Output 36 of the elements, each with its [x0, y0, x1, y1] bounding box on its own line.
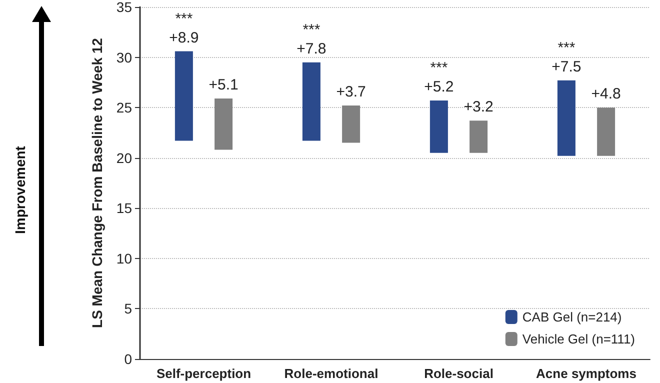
x-tick-label: Acne symptoms: [536, 366, 636, 381]
bar: [430, 100, 448, 153]
annotation: ***: [302, 21, 320, 38]
bar: [597, 108, 616, 156]
data-label: +5.1: [208, 76, 238, 94]
annotation: ***: [430, 60, 448, 77]
annotation: ***: [558, 39, 576, 56]
data-label: +7.5: [552, 58, 582, 76]
data-label: +7.8: [296, 40, 326, 58]
y-tick-label: 5: [124, 300, 132, 317]
data-label: +5.2: [424, 78, 454, 96]
data-label: +4.8: [591, 86, 621, 103]
y-axis-title: LS Mean Change From Baseline to Week 12: [89, 38, 106, 328]
data-label: +8.9: [169, 29, 199, 46]
bar: [342, 106, 360, 143]
text: Improvement: [12, 146, 28, 234]
y-tick-label: 10: [116, 250, 132, 266]
bar: [214, 98, 233, 150]
y-tick-label: 35: [116, 0, 132, 15]
x-tick-label: Role-emotional: [284, 366, 378, 381]
bar: [557, 80, 576, 156]
bar: [174, 51, 193, 141]
bar: [470, 120, 488, 153]
y-tick-label: 0: [124, 351, 132, 367]
y-tick-label: 30: [116, 49, 132, 66]
x-tick-label: Self-perception: [156, 366, 252, 381]
x-tick-label: Role-social: [424, 366, 494, 381]
annotation: ***: [175, 10, 193, 28]
y-tick-label: 15: [116, 200, 132, 216]
bar: [302, 62, 320, 141]
y-tick-label: 20: [116, 150, 132, 166]
legend-label: Vehicle Gel (n=111): [522, 332, 636, 346]
y-tick-label: 25: [116, 100, 132, 116]
data-label: +3.2: [464, 98, 494, 116]
legend-label: CAB Gel (n=214): [522, 310, 622, 324]
data-label: +3.7: [336, 84, 366, 101]
